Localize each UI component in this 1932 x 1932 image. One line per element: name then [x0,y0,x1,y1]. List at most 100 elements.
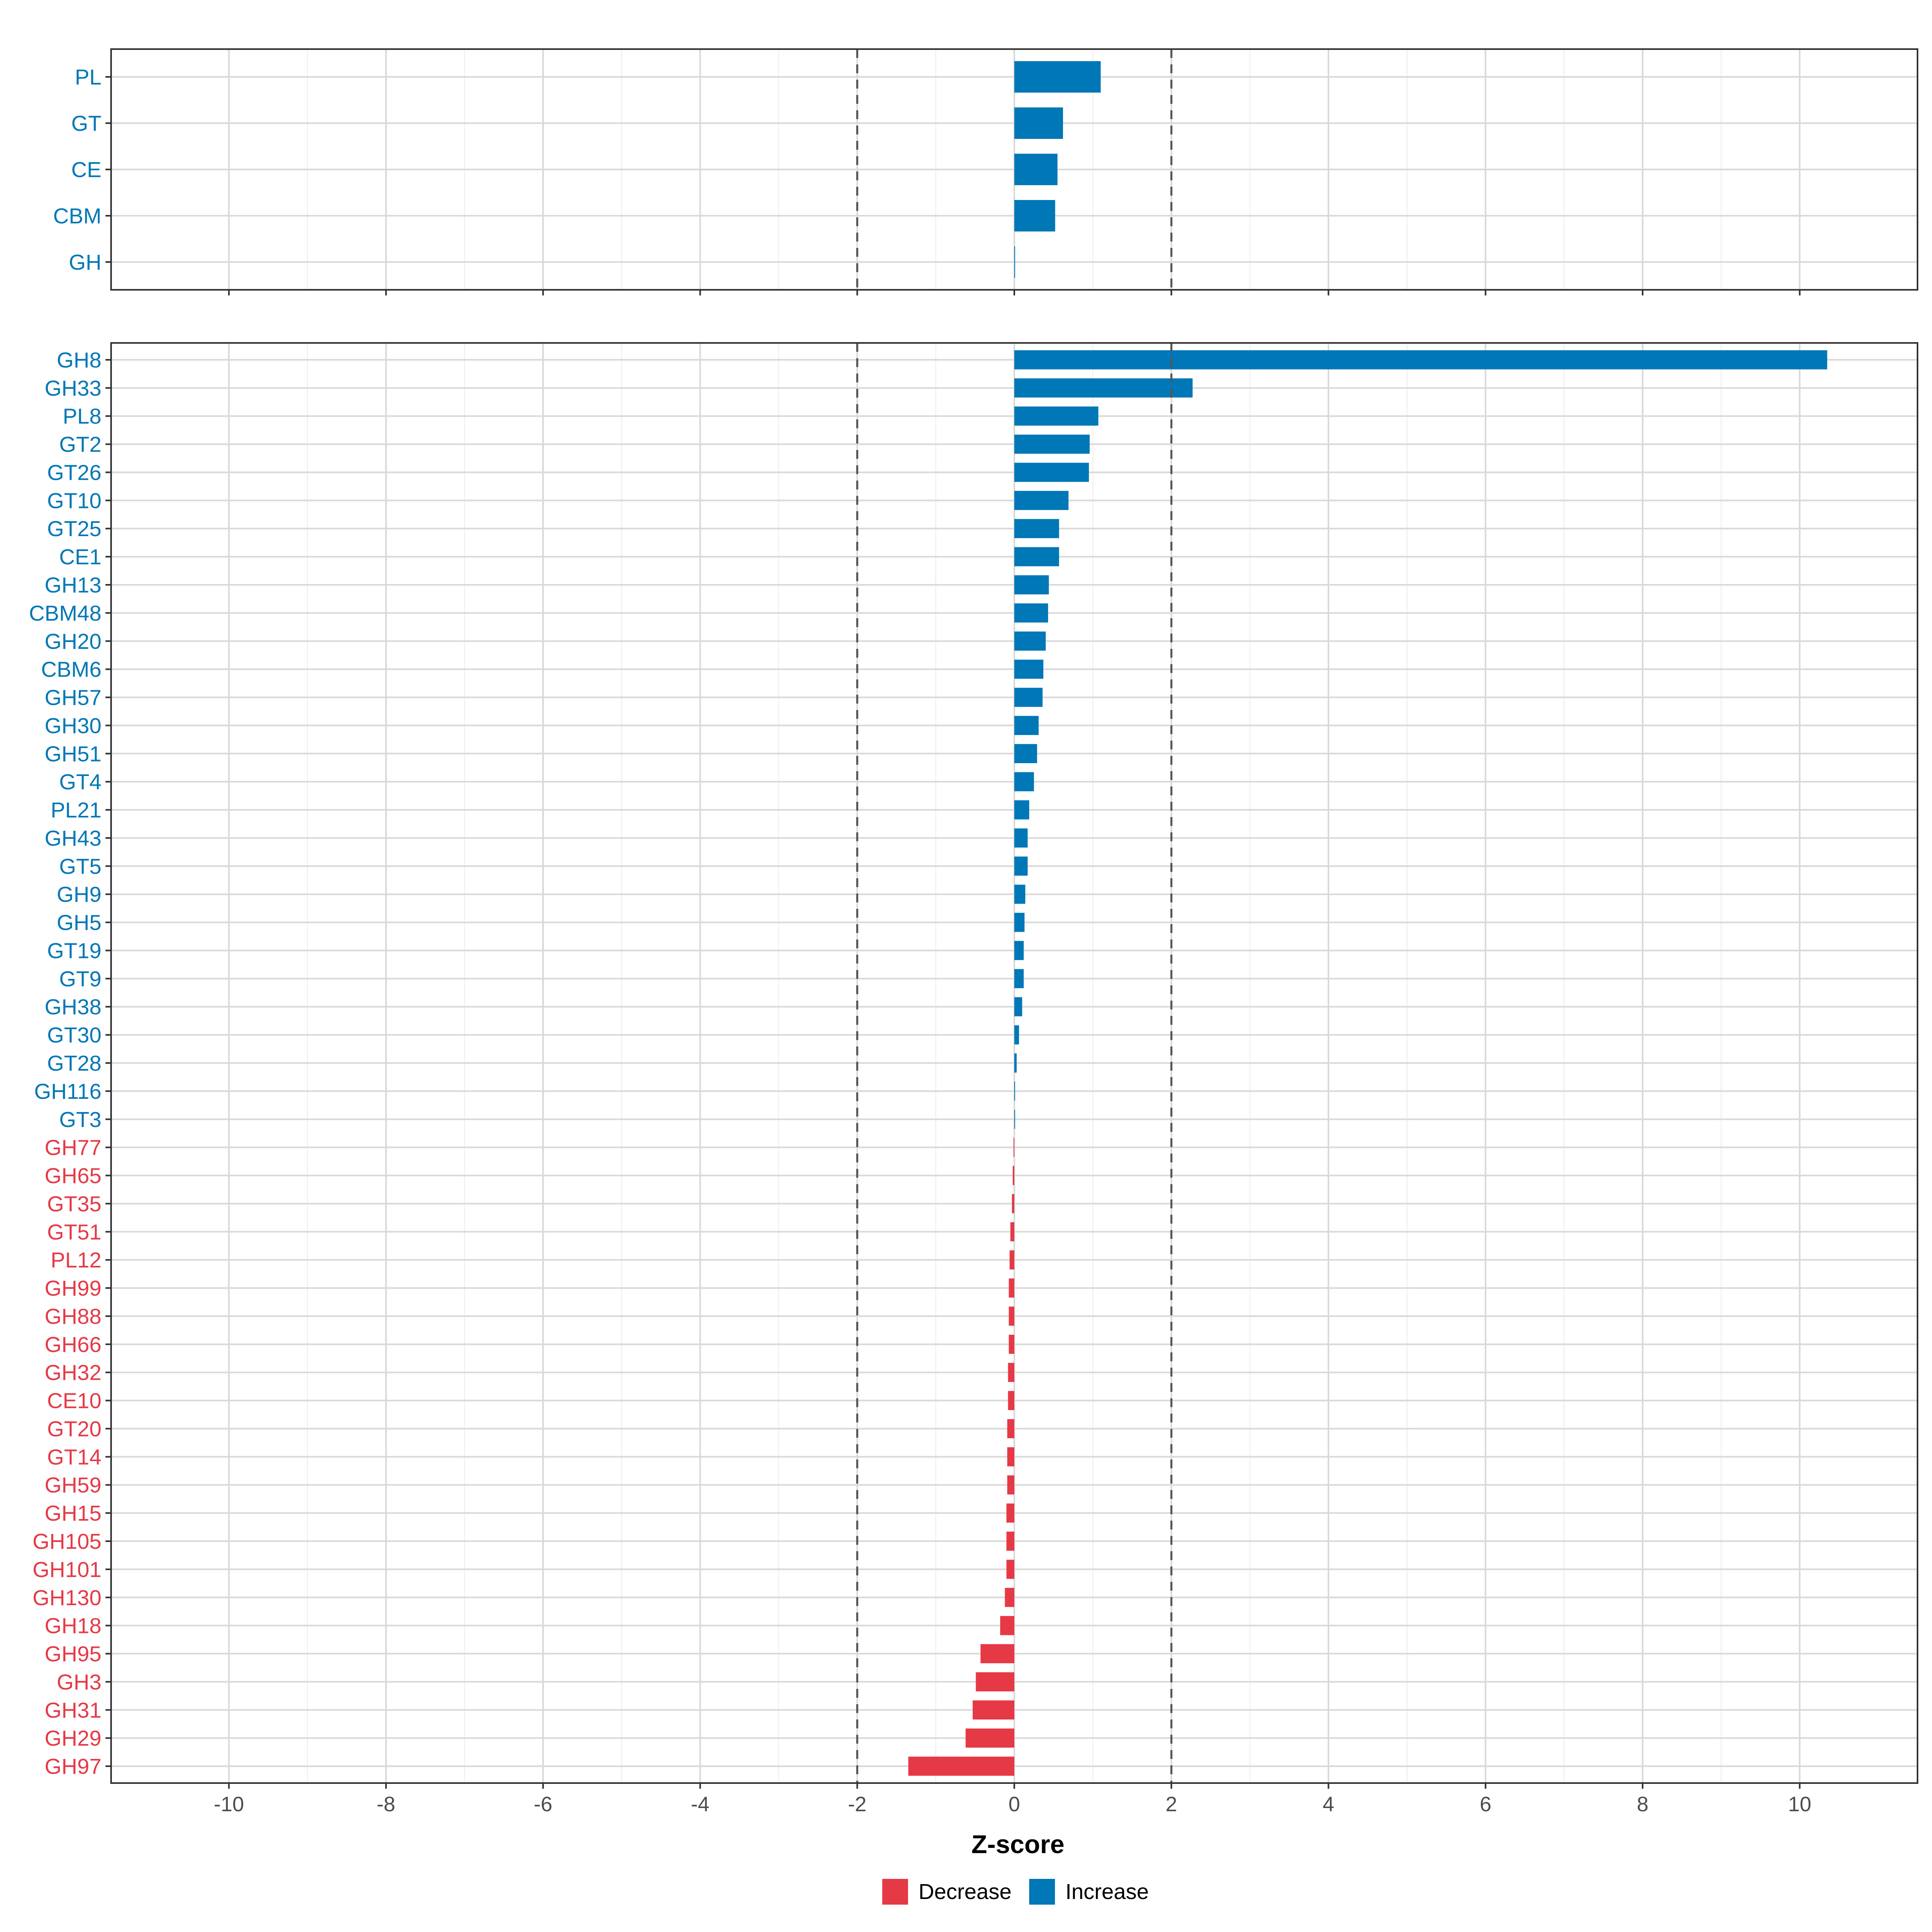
legend-label-decrease: Decrease [919,1880,1011,1904]
category-label: GT30 [47,1023,101,1047]
category-label: GH66 [45,1333,101,1357]
bar [966,1728,1014,1748]
category-label: GH5 [57,911,101,935]
bar [1014,912,1025,932]
bar [1013,1137,1015,1157]
bar [1014,491,1069,510]
category-label: GH65 [45,1164,101,1188]
bar [1014,107,1063,139]
category-label: GH9 [57,883,101,907]
bar [972,1700,1014,1720]
category-label: GT20 [47,1417,101,1441]
category-label: GH32 [45,1361,101,1385]
category-label: GT10 [47,489,101,513]
category-label: GH51 [45,742,101,766]
bar [1014,884,1026,904]
category-label: GT [71,111,101,136]
category-label: GH20 [45,630,101,654]
category-label: GT26 [47,460,101,485]
category-label: GH38 [45,995,101,1019]
category-label: GH15 [45,1501,101,1525]
x-tick-label: -8 [377,1793,395,1816]
x-tick-label: 2 [1166,1793,1177,1816]
category-label: CE10 [47,1389,101,1413]
bar [1014,61,1101,93]
category-label: CBM [53,204,101,228]
bar [1012,1194,1014,1214]
bar [1007,1419,1014,1439]
bar [1006,1503,1014,1523]
x-tick-label: -6 [534,1793,552,1816]
category-label: PL12 [51,1248,101,1272]
bar [1009,1307,1014,1326]
bar [1014,200,1055,232]
bar [1014,716,1039,735]
category-label: GH13 [45,573,101,597]
bar [1006,1532,1014,1551]
category-label: GH88 [45,1305,101,1329]
bar [1007,1475,1014,1495]
bar [1014,969,1024,989]
category-label: CE1 [59,545,101,569]
category-label: GH8 [57,348,101,372]
category-label: CE [71,158,101,182]
bar [1007,1447,1014,1467]
category-label: GT51 [47,1220,101,1244]
legend: Decrease Increase [882,1879,1149,1905]
x-tick-label: 10 [1788,1793,1811,1816]
bar [980,1644,1014,1664]
bar [1009,1335,1014,1354]
bottom-panel: GH8 GH33 PL8 GT2 GT26 GT10 GT25 CE1 GH13 CBM48 GH2… [29,342,1918,1789]
bar [1014,246,1015,278]
bar [1006,1560,1014,1579]
bar [1014,800,1030,819]
x-tick-label: -2 [848,1793,867,1816]
category-label: GH29 [45,1726,101,1750]
category-label: GH105 [33,1530,101,1554]
bar [1014,1082,1015,1101]
category-label: PL [75,65,101,89]
bar [1014,519,1059,538]
category-label: PL21 [51,798,101,822]
bar [976,1672,1014,1692]
category-label: GH33 [45,376,101,400]
bar [1014,603,1048,623]
legend-swatch-increase [1029,1879,1055,1905]
category-label: GH95 [45,1642,101,1666]
category-label: GH97 [45,1754,101,1779]
category-label: GH59 [45,1473,101,1497]
category-label: GT28 [47,1051,101,1075]
bar [1013,1166,1014,1185]
x-tick-label: 4 [1323,1793,1334,1816]
category-label: GH116 [34,1080,101,1104]
x-tick-label: 0 [1009,1793,1020,1816]
legend-label-increase: Increase [1065,1880,1149,1904]
category-label: GH18 [45,1614,101,1638]
bar [1014,687,1043,707]
bar [1014,153,1058,186]
category-label: GT9 [59,967,101,991]
category-label: CBM48 [29,601,101,625]
x-axis: -10 -8 -6 -4 -2 0 2 4 6 8 10 [214,1793,1811,1816]
category-label: GT5 [59,855,101,879]
bar [1014,406,1098,426]
category-label: GH30 [45,714,101,738]
legend-swatch-decrease [882,1879,908,1905]
category-label: GT3 [59,1108,101,1132]
category-label: GT25 [47,517,101,541]
category-label: GH31 [45,1698,101,1722]
bar [1008,1362,1014,1382]
bar [1014,659,1044,679]
bar [1014,828,1028,848]
bar [1014,772,1034,791]
bar [1009,1250,1014,1269]
category-label: GH77 [45,1136,101,1160]
category-label: GH101 [33,1558,101,1582]
bar [1000,1616,1014,1635]
bar [1014,744,1037,764]
bar [1014,575,1049,594]
category-label: GT14 [47,1445,101,1469]
bar [908,1757,1014,1776]
bar [1014,434,1090,454]
